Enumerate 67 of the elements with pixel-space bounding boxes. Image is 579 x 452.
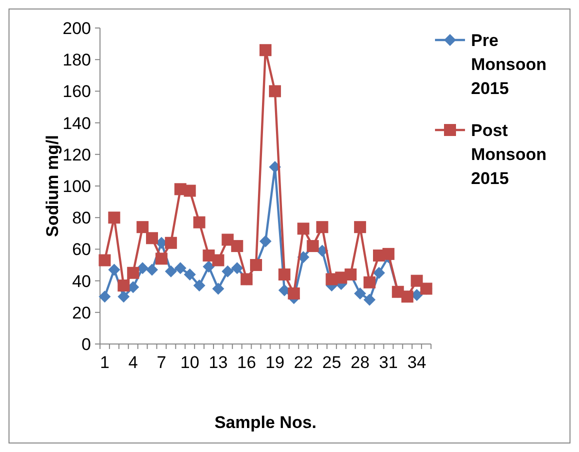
point (146, 232, 158, 244)
point (222, 265, 234, 278)
point (202, 260, 215, 273)
point (136, 221, 149, 234)
point (260, 235, 272, 248)
x-tick-label: 10 (180, 353, 200, 372)
y-tick-label: 160 (62, 82, 91, 102)
point (146, 264, 158, 276)
point (231, 240, 244, 252)
x-tick-label: 28 (350, 353, 370, 372)
point (118, 290, 130, 303)
y-tick-label: 120 (62, 145, 91, 164)
point (164, 265, 177, 278)
y-axis-title: Sodium mg/l (43, 135, 62, 237)
x-tick-label: 34 (407, 353, 426, 372)
point (297, 222, 310, 235)
x-tick-label: 1 (100, 353, 110, 372)
point (184, 184, 196, 197)
point (136, 262, 149, 274)
point (382, 248, 394, 260)
legend-label: Post Monsoon 2015 (471, 121, 547, 188)
x-axis-title: Sample Nos. (214, 413, 317, 432)
y-tick-label: 80 (72, 208, 91, 228)
point (212, 282, 224, 295)
y-tick-label: 0 (82, 334, 91, 354)
y-tick-label: 200 (62, 18, 91, 38)
x-tick-label: 16 (237, 353, 256, 372)
point (193, 216, 206, 228)
point (364, 294, 376, 306)
legend-label: Pre Monsoon 2015 (471, 31, 547, 98)
point (268, 85, 281, 98)
point (372, 266, 385, 279)
y-tick-label: 20 (72, 303, 91, 322)
point (108, 212, 120, 224)
y-tick-label: 140 (62, 114, 91, 133)
point (184, 268, 196, 280)
point (118, 280, 130, 292)
point (222, 234, 234, 246)
point (364, 276, 376, 288)
point (164, 236, 177, 249)
x-tick-label: 4 (128, 353, 138, 372)
y-tick-label: 100 (62, 176, 91, 196)
point (174, 262, 186, 274)
point (98, 254, 111, 266)
point (193, 280, 206, 292)
point (260, 44, 272, 56)
point (127, 266, 140, 279)
point (410, 274, 423, 287)
point (212, 254, 224, 266)
point (98, 290, 111, 303)
x-tick-label: 19 (265, 353, 284, 372)
x-tick-label: 13 (208, 353, 228, 372)
x-tick-label: 7 (156, 353, 166, 372)
point (278, 268, 290, 280)
x-tick-label: 25 (322, 353, 342, 372)
point (354, 221, 366, 234)
point (231, 262, 244, 274)
x-tick-label: 22 (294, 353, 313, 372)
point (316, 221, 328, 234)
point (354, 287, 366, 300)
x-tick-label: 31 (378, 353, 398, 372)
y-tick-label: 60 (72, 240, 91, 260)
y-tick-label: 40 (72, 272, 91, 291)
point (288, 287, 300, 300)
point (108, 264, 120, 276)
point (155, 252, 168, 265)
y-tick-label: 180 (62, 50, 91, 70)
